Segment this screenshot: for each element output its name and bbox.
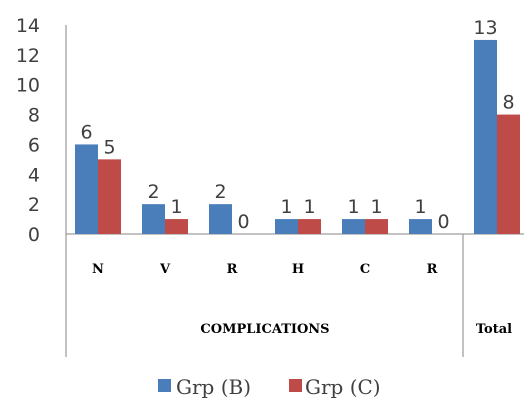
data-label: 0 [237, 211, 249, 233]
group-label-total: Total [476, 322, 512, 337]
data-label: 2 [214, 181, 226, 203]
legend-label: Grp (C) [305, 375, 381, 399]
category-label: V [159, 262, 171, 277]
bar-grp-c [98, 159, 121, 234]
y-tick-label: 8 [28, 105, 40, 127]
y-tick-label: 14 [16, 15, 40, 37]
y-tick-label: 10 [16, 75, 40, 97]
category-label: R [227, 262, 238, 277]
legend-label: Grp (B) [176, 375, 251, 399]
data-label: 6 [80, 121, 92, 143]
data-label: 0 [437, 211, 449, 233]
y-tick-label: 12 [16, 45, 40, 67]
y-tick-label: 0 [28, 224, 40, 246]
y-tick-label: 4 [28, 164, 40, 186]
legend-swatch-grp-b [158, 379, 171, 392]
data-label: 1 [347, 196, 359, 218]
y-tick-label: 2 [28, 194, 40, 216]
bar-grp-c [298, 219, 321, 234]
category-label: N [92, 262, 104, 277]
data-label: 1 [280, 196, 292, 218]
data-label: 1 [370, 196, 382, 218]
data-label: 1 [414, 196, 426, 218]
data-label: 5 [103, 136, 115, 158]
bar-grp-c [365, 219, 388, 234]
data-label: 1 [170, 196, 182, 218]
bar-grp-b [142, 204, 165, 234]
data-label: 1 [303, 196, 315, 218]
data-label: 2 [147, 181, 159, 203]
bar-grp-b [275, 219, 298, 234]
y-tick-label: 6 [28, 134, 40, 156]
bar-grp-b [342, 219, 365, 234]
bar-grp-c [165, 219, 188, 234]
bar-grp-b [409, 219, 432, 234]
category-label: C [360, 262, 370, 277]
category-label: H [292, 262, 304, 277]
bar-grp-b [209, 204, 232, 234]
data-label: 13 [473, 17, 497, 39]
group-label-complications: COMPLICATIONS [200, 322, 329, 337]
data-label: 8 [502, 92, 514, 114]
legend-swatch-grp-c [289, 379, 302, 392]
bar-grp-b [75, 144, 98, 234]
category-label: R [427, 262, 438, 277]
bar-grp-b [474, 39, 497, 234]
bar-grp-c [497, 114, 520, 234]
